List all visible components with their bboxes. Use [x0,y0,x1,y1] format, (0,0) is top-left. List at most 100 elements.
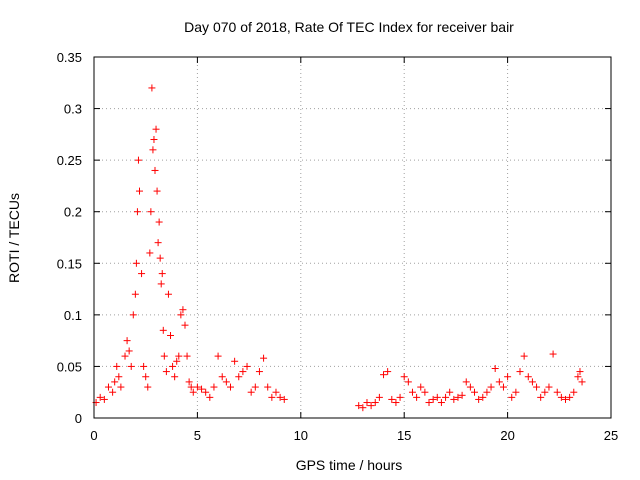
data-point [483,388,491,396]
data-point [210,383,218,391]
data-point [466,383,474,391]
data-point [129,311,137,319]
data-point [187,383,195,391]
data-point [264,383,272,391]
data-point [133,208,141,216]
data-point [162,368,170,376]
data-point [421,388,429,396]
data-point [433,393,441,401]
x-tick-label: 0 [90,428,97,443]
data-point [388,395,396,403]
data-point [384,368,392,376]
data-point [280,395,288,403]
data-point [239,368,247,376]
data-point [557,393,565,401]
data-point [235,373,243,381]
plot-frame [93,56,612,419]
data-point [268,393,276,401]
data-point [491,364,499,372]
data-point [504,373,512,381]
data-point [260,354,268,362]
data-point [576,368,584,376]
y-tick-label: 0 [75,411,82,426]
data-point [154,239,162,247]
data-point [429,395,437,403]
data-point [231,357,239,365]
data-point [218,373,226,381]
data-point [541,388,549,396]
data-point [177,311,185,319]
data-point [528,378,536,386]
data-point [96,393,104,401]
x-tick-label: 15 [397,428,411,443]
data-point [458,391,466,399]
data-point [479,393,487,401]
data-point [104,383,112,391]
data-point [512,388,520,396]
data-point [578,378,586,386]
data-point [183,352,191,360]
data-point [425,399,433,407]
data-point [125,347,133,355]
y-tick-label: 0.2 [64,205,82,220]
data-point [155,218,163,226]
data-point [404,378,412,386]
data-point [359,404,367,412]
data-point [175,352,183,360]
data-point [142,373,150,381]
data-point [127,362,135,370]
data-point [371,399,379,407]
data-point [408,388,416,396]
data-point [171,373,179,381]
data-point [462,378,470,386]
data-point [156,254,164,262]
data-point [159,326,167,334]
data-point [533,383,541,391]
data-point [226,383,234,391]
y-axis-label: ROTI / TECUs [6,193,22,283]
data-point [198,385,206,393]
data-point [272,388,280,396]
data-point [251,383,259,391]
y-tick-label: 0.1 [64,308,82,323]
grid-lines [94,57,611,418]
data-point [121,352,129,360]
data-point [417,383,425,391]
y-tick-label: 0.25 [57,153,82,168]
data-point [446,388,454,396]
data-point [193,383,201,391]
data-point [167,331,175,339]
data-point [148,84,156,92]
data-point [454,393,462,401]
data-point [160,352,168,360]
data-point [144,383,152,391]
y-tick-label: 0.05 [57,359,82,374]
x-tick-label: 5 [194,428,201,443]
data-point [115,373,123,381]
data-point [146,249,154,257]
y-tick-label: 0.3 [64,102,82,117]
data-point [562,395,570,403]
data-point [132,259,140,267]
data-point [400,373,408,381]
data-point [437,399,445,407]
data-point [392,399,400,407]
data-point [134,156,142,164]
y-tick-label: 0.35 [57,50,82,65]
data-point [169,362,177,370]
data-point [150,136,158,144]
data-point [214,352,222,360]
data-point [152,125,160,133]
data-point [189,388,197,396]
data-point [181,321,189,329]
data-point [574,373,582,381]
data-point [206,393,214,401]
data-point [396,393,404,401]
data-point [222,378,230,386]
data-point [153,187,161,195]
data-point [111,378,119,386]
data-point [537,393,545,401]
data-point [109,388,117,396]
data-point [553,388,561,396]
data-point [131,290,139,298]
